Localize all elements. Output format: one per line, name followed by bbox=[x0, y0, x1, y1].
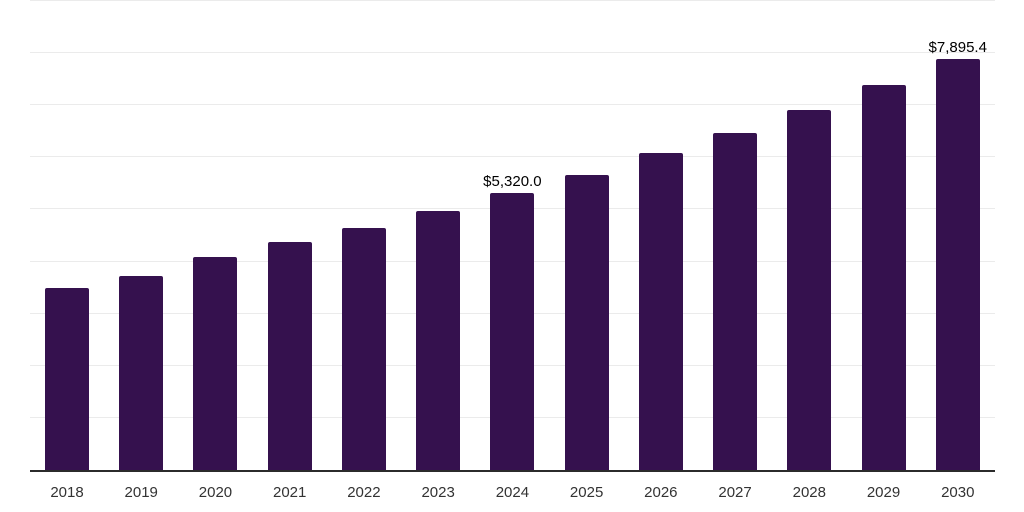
bar-2025 bbox=[564, 174, 609, 470]
x-axis-label-2021: 2021 bbox=[273, 484, 307, 501]
bar-2024: $5,320.0 bbox=[483, 173, 542, 470]
bar-2029 bbox=[861, 84, 906, 470]
gridline bbox=[30, 52, 995, 54]
plot-area: $5,320.0 $7,895.4 bbox=[30, 0, 995, 472]
x-axis-label-2023: 2023 bbox=[421, 484, 455, 501]
bar-2021 bbox=[267, 242, 312, 470]
bar-2019 bbox=[119, 276, 164, 470]
bar-2028 bbox=[787, 109, 832, 470]
x-axis-label-2019: 2019 bbox=[124, 484, 158, 501]
x-axis-label-2025: 2025 bbox=[569, 484, 604, 501]
x-axis-label-2022: 2022 bbox=[347, 484, 381, 501]
x-axis: 2018 2019 2020 2021 2022 2023 2024 2025 2026 2027… bbox=[30, 472, 995, 512]
x-axis-label-2027: 2027 bbox=[718, 484, 752, 501]
bar-2022 bbox=[341, 227, 386, 470]
bar-2030: $7,895.4 bbox=[929, 39, 987, 470]
gridline bbox=[30, 156, 995, 158]
bar-2020 bbox=[193, 257, 238, 470]
data-label-2024: $5,320.0 bbox=[483, 172, 542, 190]
bar-2026 bbox=[638, 153, 683, 470]
gridline bbox=[30, 0, 995, 1]
x-axis-label-2018: 2018 bbox=[50, 484, 84, 501]
x-axis-label-2026: 2026 bbox=[644, 484, 678, 501]
x-axis-label-2020: 2020 bbox=[198, 484, 233, 501]
x-axis-label-2030: 2030 bbox=[941, 484, 975, 501]
x-axis-label-2024: 2024 bbox=[495, 484, 530, 501]
data-label-2030: $7,895.4 bbox=[928, 38, 987, 56]
bar-2018 bbox=[45, 288, 89, 470]
x-axis-label-2028: 2028 bbox=[792, 484, 826, 501]
bar-2023 bbox=[416, 210, 461, 470]
x-axis-label-2029: 2029 bbox=[866, 484, 901, 501]
gridline bbox=[30, 104, 995, 106]
bar-2027 bbox=[713, 132, 758, 470]
